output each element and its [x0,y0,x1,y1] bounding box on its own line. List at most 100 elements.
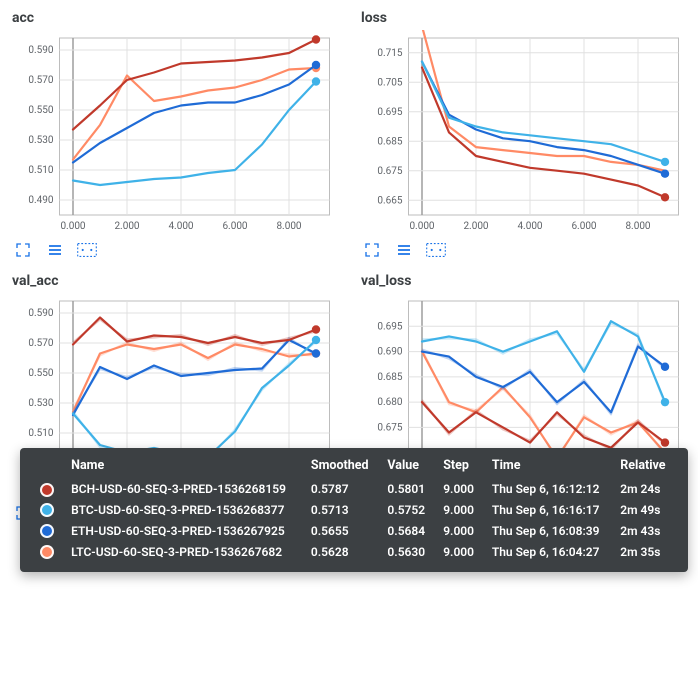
run-smoothed: 0.5787 [303,479,380,500]
chart-title: val_acc [12,273,339,289]
series-eth-end-dot [661,170,669,178]
series-eth-end-dot [312,61,320,69]
series-btc-end-dot [312,336,320,344]
svg-text:0.510: 0.510 [28,165,53,176]
chart-title: loss [361,10,688,26]
svg-text:2.000: 2.000 [114,221,139,232]
series-eth [422,62,665,174]
fit-domain-icon[interactable] [425,241,447,259]
fit-domain-icon[interactable] [76,241,98,259]
svg-text:0.685: 0.685 [377,372,402,383]
svg-text:0.550: 0.550 [28,105,53,116]
tooltip-col-smoothed: Smoothed [303,456,380,479]
chart-toolbar [359,235,688,259]
svg-text:0.690: 0.690 [377,347,402,358]
svg-text:0.675: 0.675 [377,422,402,433]
run-step: 9.000 [435,500,484,521]
run-step: 9.000 [435,541,484,562]
series-btc-end-dot [312,77,320,85]
tooltip-col-relative: Relative [612,456,676,479]
run-value: 0.5684 [379,520,435,541]
run-time: Thu Sep 6, 16:12:12 [484,479,612,500]
svg-text:0.705: 0.705 [377,77,402,88]
svg-text:0.530: 0.530 [28,135,53,146]
series-btc-end-dot [661,398,669,406]
run-swatch-icon [40,483,54,497]
run-relative: 2m 35s [612,541,676,562]
series-btc-end-dot [661,158,669,166]
run-smoothed: 0.5713 [303,500,380,521]
run-smoothed: 0.5655 [303,520,380,541]
panel-acc: acc 0.0002.0004.0006.0008.0000.4900.5100… [10,10,339,259]
run-time: Thu Sep 6, 16:04:27 [484,541,612,562]
svg-text:0.695: 0.695 [377,107,402,118]
chart-title: acc [12,10,339,26]
tooltip-row: BTC-USD-60-SEQ-3-PRED-1536268377 0.5713 … [32,500,676,521]
tooltip-col-step: Step [435,456,484,479]
svg-text:0.510: 0.510 [28,428,53,439]
chart-toolbar [10,235,339,259]
svg-text:4.000: 4.000 [517,221,542,232]
svg-text:0.695: 0.695 [377,321,402,332]
run-name: BCH-USD-60-SEQ-3-PRED-1536268159 [63,479,303,500]
svg-text:0.490: 0.490 [28,195,53,206]
run-relative: 2m 43s [612,520,676,541]
expand-icon[interactable] [12,241,34,259]
svg-text:0.570: 0.570 [28,75,53,86]
svg-text:0.590: 0.590 [28,308,53,319]
series-bch-end-dot [661,438,669,446]
runs-icon[interactable] [44,241,66,259]
svg-text:0.675: 0.675 [377,166,402,177]
run-name: BTC-USD-60-SEQ-3-PRED-1536268377 [63,500,303,521]
run-step: 9.000 [435,520,484,541]
series-bch [73,318,316,345]
series-btc [422,321,665,402]
run-smoothed: 0.5628 [303,541,380,562]
run-name: LTC-USD-60-SEQ-3-PRED-1536267682 [63,541,303,562]
series-ltc [73,345,316,413]
svg-text:0.590: 0.590 [28,45,53,56]
svg-text:0.550: 0.550 [28,368,53,379]
run-value: 0.5801 [379,479,435,500]
series-ltc [73,68,316,160]
tooltip-col-swatch [32,456,63,479]
tooltip-row: BCH-USD-60-SEQ-3-PRED-1536268159 0.5787 … [32,479,676,500]
svg-text:4.000: 4.000 [168,221,193,232]
run-step: 9.000 [435,479,484,500]
tooltip-table: NameSmoothedValueStepTimeRelative BCH-US… [32,456,676,562]
svg-text:0.715: 0.715 [377,48,402,59]
svg-text:0.570: 0.570 [28,338,53,349]
svg-text:0.685: 0.685 [377,136,402,147]
svg-text:0.680: 0.680 [377,397,402,408]
svg-text:8.000: 8.000 [625,221,650,232]
tooltip-col-time: Time [484,456,612,479]
svg-text:8.000: 8.000 [276,221,301,232]
tooltip-col-name: Name [63,456,303,479]
expand-icon[interactable] [361,241,383,259]
tooltip-row: LTC-USD-60-SEQ-3-PRED-1536267682 0.5628 … [32,541,676,562]
chart-acc: 0.000 2.000 4.000 6.000 8.000 0.490 0.510 0.530… [10,30,339,235]
series-bch-end-dot [661,193,669,201]
run-time: Thu Sep 6, 16:08:39 [484,520,612,541]
run-swatch-icon [40,503,54,517]
series-eth-end-dot [661,363,669,371]
svg-text:6.000: 6.000 [571,221,596,232]
run-time: Thu Sep 6, 16:16:17 [484,500,612,521]
run-value: 0.5752 [379,500,435,521]
run-tooltip: NameSmoothedValueStepTimeRelative BCH-US… [20,448,688,572]
run-relative: 2m 49s [612,500,676,521]
run-swatch-icon [40,545,54,559]
run-swatch-icon [40,524,54,538]
series-bch-end-dot [312,35,320,43]
run-value: 0.5630 [379,541,435,562]
svg-text:0.000: 0.000 [60,221,85,232]
series-bch [73,40,316,130]
svg-text:0.530: 0.530 [28,398,53,409]
series-bch-end-dot [312,325,320,333]
tooltip-col-value: Value [379,456,435,479]
svg-text:0.000: 0.000 [409,221,434,232]
runs-icon[interactable] [393,241,415,259]
run-relative: 2m 24s [612,479,676,500]
svg-text:6.000: 6.000 [222,221,247,232]
svg-text:0.665: 0.665 [377,195,402,206]
